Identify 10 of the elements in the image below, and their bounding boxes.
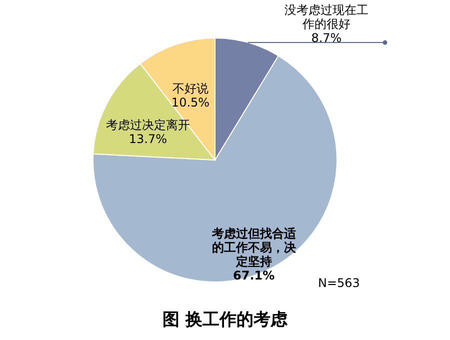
data-label: 10.5% <box>171 95 210 110</box>
text: N=563 <box>318 276 360 290</box>
data-label: 67.1% <box>233 268 275 282</box>
slice-label: 考虑过决定离开 <box>106 118 190 132</box>
text: 图 换工作的考虑 <box>162 310 288 330</box>
slice-label: 没考虑过现在工作的很好 <box>284 3 368 32</box>
data-label: 13.7% <box>128 132 167 146</box>
data-label: 8.7% <box>311 31 342 46</box>
slice-label: 不好说 <box>172 81 208 96</box>
slice-label: 考虑过但找合适的工作不易，决定坚持 <box>210 226 297 268</box>
